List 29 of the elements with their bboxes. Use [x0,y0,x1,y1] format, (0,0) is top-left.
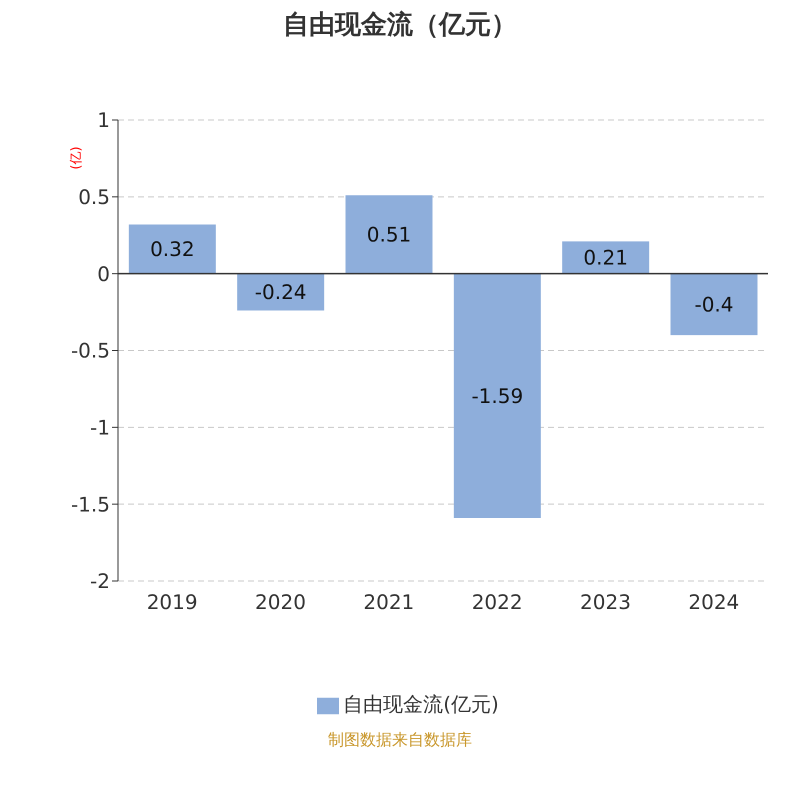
bar [670,274,758,336]
y-axis-title: (亿) [69,146,84,170]
x-tick-label: 2023 [580,590,631,614]
data-label: -0.24 [254,280,307,304]
data-label: -1.59 [471,384,524,408]
y-tick-label: -1.5 [70,492,110,516]
bar [128,224,216,274]
y-tick-label: -1 [90,415,110,440]
data-label: 0.51 [366,222,412,247]
legend-label: 自由现金流(亿元) [343,692,499,716]
x-tick-label: 2024 [688,590,740,614]
x-tick-label: 2022 [472,590,523,614]
bar [346,195,432,274]
bar [454,274,541,518]
data-label: 0.32 [150,237,195,262]
bar [237,274,324,311]
data-label: 0.21 [583,246,628,270]
y-tick-label: -2 [90,569,110,594]
y-tick-label: 0 [97,262,110,286]
text: 制图数据来自数据库 [327,730,473,751]
x-tick-label: 2020 [255,590,306,614]
x-tick-label: 2021 [363,590,414,614]
bar [562,241,650,274]
data-label: -0.4 [694,292,734,316]
y-tick-label: -0.5 [70,338,110,363]
chart-title: 自由现金流（亿元） [282,9,518,42]
y-tick-label: 0.5 [78,184,110,209]
x-tick-label: 2019 [146,590,198,614]
y-tick-label: 1 [97,108,110,132]
